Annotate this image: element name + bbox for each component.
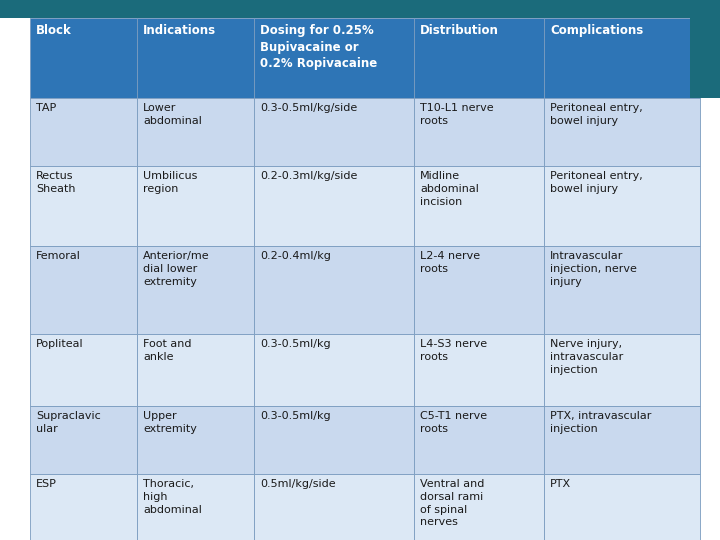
Text: Femoral: Femoral <box>36 251 81 261</box>
Bar <box>544 334 700 406</box>
Text: L2-4 nerve
roots: L2-4 nerve roots <box>420 251 480 274</box>
Text: PTX, intravascular
injection: PTX, intravascular injection <box>550 411 652 434</box>
Text: Lower
abdominal: Lower abdominal <box>143 103 202 126</box>
Bar <box>414 98 544 166</box>
Bar <box>414 166 544 246</box>
Bar <box>254 18 414 98</box>
Bar <box>30 334 137 406</box>
Bar <box>544 98 700 166</box>
Text: 0.3-0.5ml/kg/side: 0.3-0.5ml/kg/side <box>260 103 357 113</box>
Text: Block: Block <box>36 24 72 37</box>
Text: Popliteal: Popliteal <box>36 339 84 349</box>
Text: Rectus
Sheath: Rectus Sheath <box>36 171 76 194</box>
Bar <box>137 246 254 334</box>
Text: C5-T1 nerve
roots: C5-T1 nerve roots <box>420 411 487 434</box>
Bar <box>30 246 137 334</box>
Text: Supraclavic
ular: Supraclavic ular <box>36 411 101 434</box>
Text: Thoracic,
high
abdominal: Thoracic, high abdominal <box>143 479 202 515</box>
Text: Anterior/me
dial lower
extremity: Anterior/me dial lower extremity <box>143 251 210 287</box>
Bar <box>254 334 414 406</box>
Bar <box>30 18 137 98</box>
Bar <box>137 474 254 540</box>
Text: 0.5ml/kg/side: 0.5ml/kg/side <box>260 479 336 489</box>
Text: Distribution: Distribution <box>420 24 499 37</box>
Bar <box>30 166 137 246</box>
Bar <box>544 246 700 334</box>
Text: Dosing for 0.25%
Bupivacaine or
0.2% Ropivacaine: Dosing for 0.25% Bupivacaine or 0.2% Rop… <box>260 24 377 70</box>
Text: Indications: Indications <box>143 24 216 37</box>
Bar <box>30 474 137 540</box>
Text: Umbilicus
region: Umbilicus region <box>143 171 197 194</box>
Text: Nerve injury,
intravascular
injection: Nerve injury, intravascular injection <box>550 339 624 375</box>
Bar <box>544 474 700 540</box>
Bar <box>254 98 414 166</box>
Text: Peritoneal entry,
bowel injury: Peritoneal entry, bowel injury <box>550 103 643 126</box>
Bar <box>544 166 700 246</box>
Bar <box>414 334 544 406</box>
Bar <box>137 18 254 98</box>
Text: 0.3-0.5ml/kg: 0.3-0.5ml/kg <box>260 339 330 349</box>
Bar <box>690 0 720 98</box>
Bar <box>254 246 414 334</box>
Text: Ventral and
dorsal rami
of spinal
nerves: Ventral and dorsal rami of spinal nerves <box>420 479 485 528</box>
Text: Midline
abdominal
incision: Midline abdominal incision <box>420 171 479 207</box>
Text: 0.2-0.4ml/kg: 0.2-0.4ml/kg <box>260 251 331 261</box>
Bar <box>254 166 414 246</box>
Text: Upper
extremity: Upper extremity <box>143 411 197 434</box>
Bar <box>544 18 700 98</box>
Text: 0.2-0.3ml/kg/side: 0.2-0.3ml/kg/side <box>260 171 357 181</box>
Text: Intravascular
injection, nerve
injury: Intravascular injection, nerve injury <box>550 251 637 287</box>
Text: 0.3-0.5ml/kg: 0.3-0.5ml/kg <box>260 411 330 421</box>
Bar <box>254 406 414 474</box>
Text: L4-S3 nerve
roots: L4-S3 nerve roots <box>420 339 487 362</box>
Bar <box>414 246 544 334</box>
Bar <box>414 406 544 474</box>
Bar <box>137 166 254 246</box>
Bar <box>137 98 254 166</box>
Bar <box>30 98 137 166</box>
Text: Complications: Complications <box>550 24 643 37</box>
Bar <box>414 474 544 540</box>
Bar <box>414 18 544 98</box>
Bar <box>137 334 254 406</box>
Text: TAP: TAP <box>36 103 56 113</box>
Bar <box>0 0 720 18</box>
Text: Peritoneal entry,
bowel injury: Peritoneal entry, bowel injury <box>550 171 643 194</box>
Bar <box>137 406 254 474</box>
Text: PTX: PTX <box>550 479 571 489</box>
Text: ESP: ESP <box>36 479 57 489</box>
Text: Foot and
ankle: Foot and ankle <box>143 339 192 362</box>
Bar <box>30 406 137 474</box>
Text: T10-L1 nerve
roots: T10-L1 nerve roots <box>420 103 494 126</box>
Bar <box>254 474 414 540</box>
Bar <box>544 406 700 474</box>
